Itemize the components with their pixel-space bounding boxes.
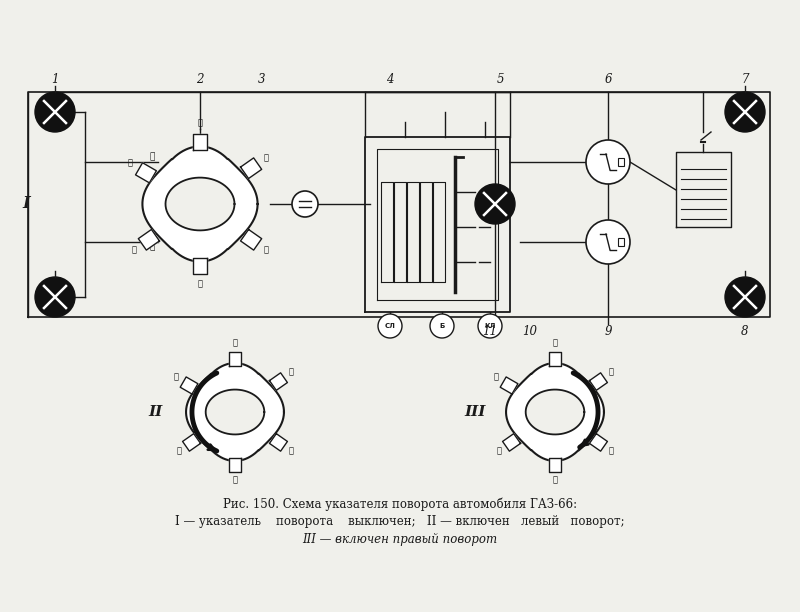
Text: 9: 9 xyxy=(604,325,612,338)
Text: 3: 3 xyxy=(258,73,266,86)
Text: 6: 6 xyxy=(604,73,612,86)
Polygon shape xyxy=(186,363,284,461)
Text: ⑥: ⑥ xyxy=(132,246,137,254)
Polygon shape xyxy=(193,133,207,149)
Circle shape xyxy=(725,92,765,132)
Text: 11: 11 xyxy=(482,325,498,338)
Circle shape xyxy=(292,191,318,217)
Polygon shape xyxy=(142,146,258,261)
Text: ④: ④ xyxy=(609,447,614,455)
Text: 5: 5 xyxy=(496,73,504,86)
Circle shape xyxy=(35,277,75,317)
Circle shape xyxy=(725,277,765,317)
Polygon shape xyxy=(182,434,201,451)
Polygon shape xyxy=(590,434,607,451)
Polygon shape xyxy=(549,458,561,472)
Circle shape xyxy=(478,314,502,338)
Text: I — указатель    поворота    выключен;   II — включен   левый   поворот;: I — указатель поворота выключен; II — вк… xyxy=(175,515,625,529)
Circle shape xyxy=(430,314,454,338)
Text: I: I xyxy=(22,195,30,212)
Text: ①: ① xyxy=(128,160,133,168)
Text: ③: ③ xyxy=(609,369,614,377)
Circle shape xyxy=(475,184,515,224)
Text: ④: ④ xyxy=(289,447,294,455)
Text: ⑥: ⑥ xyxy=(497,447,502,455)
Text: 8: 8 xyxy=(742,325,749,338)
Text: ③: ③ xyxy=(233,340,238,348)
Text: ⑥: ⑥ xyxy=(177,447,182,455)
Text: ④: ④ xyxy=(553,476,558,484)
Polygon shape xyxy=(270,373,287,390)
Bar xyxy=(618,158,624,166)
Text: ③: ③ xyxy=(553,340,558,348)
Text: ①: ① xyxy=(494,374,498,382)
Polygon shape xyxy=(270,434,287,451)
Text: Б: Б xyxy=(439,323,445,329)
Circle shape xyxy=(586,140,630,184)
Polygon shape xyxy=(193,258,207,274)
Text: ③: ③ xyxy=(263,154,268,162)
Text: 7: 7 xyxy=(742,73,749,86)
Text: 2: 2 xyxy=(196,73,204,86)
Polygon shape xyxy=(526,390,584,435)
Polygon shape xyxy=(166,177,234,230)
Circle shape xyxy=(378,314,402,338)
Text: ①: ① xyxy=(174,374,178,382)
Text: ④: ④ xyxy=(198,280,202,288)
Bar xyxy=(618,238,624,246)
Text: Рис. 150. Схема указателя поворота автомобиля ГАЗ-66:: Рис. 150. Схема указателя поворота автом… xyxy=(223,497,577,511)
Circle shape xyxy=(586,220,630,264)
Polygon shape xyxy=(500,377,518,394)
Text: СЛ: СЛ xyxy=(385,323,395,329)
Text: II: II xyxy=(148,405,162,419)
Polygon shape xyxy=(549,352,561,366)
Polygon shape xyxy=(135,163,156,183)
Text: III: III xyxy=(464,405,486,419)
Polygon shape xyxy=(138,230,159,250)
Text: ④: ④ xyxy=(263,246,268,254)
Text: ①: ① xyxy=(150,152,155,162)
Polygon shape xyxy=(590,373,607,390)
Circle shape xyxy=(35,92,75,132)
Text: 10: 10 xyxy=(522,325,538,338)
Text: ④: ④ xyxy=(233,476,238,484)
Polygon shape xyxy=(241,158,262,179)
Polygon shape xyxy=(229,458,241,472)
Text: 1: 1 xyxy=(51,73,58,86)
Polygon shape xyxy=(180,377,198,394)
Text: 4: 4 xyxy=(386,73,394,86)
Text: КЛ: КЛ xyxy=(484,323,496,329)
Polygon shape xyxy=(241,230,262,250)
Text: ②: ② xyxy=(150,242,155,252)
Polygon shape xyxy=(229,352,241,366)
Polygon shape xyxy=(502,434,521,451)
Polygon shape xyxy=(206,390,264,435)
Text: ③: ③ xyxy=(198,119,202,127)
Text: ③: ③ xyxy=(289,369,294,377)
Polygon shape xyxy=(506,363,604,461)
Text: III — включен правый поворот: III — включен правый поворот xyxy=(302,534,498,547)
